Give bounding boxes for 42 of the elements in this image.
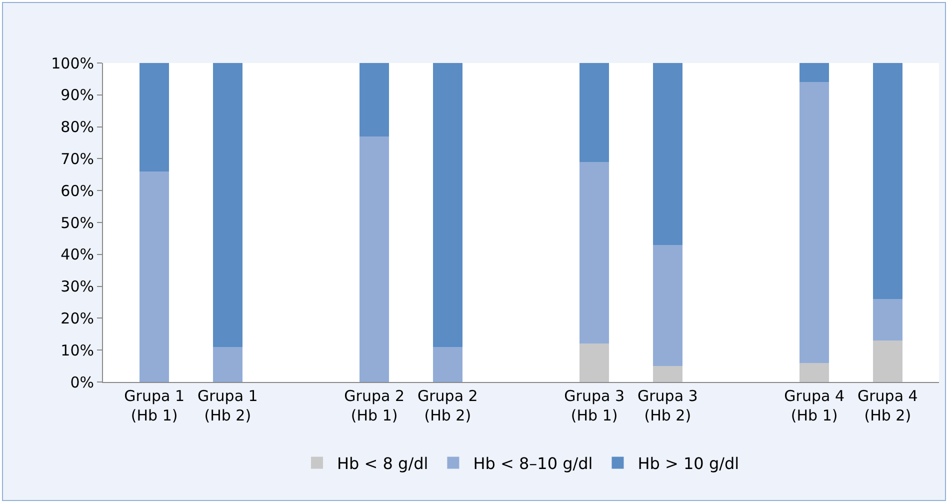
bar [800,63,829,82]
bar [360,63,389,136]
x-tick-label: Grupa 1 (Hb 1) [124,387,184,424]
bar [360,136,389,382]
bar [433,346,462,382]
y-tick-label: 70% [60,150,94,168]
bar [873,340,902,382]
y-tick-label: 80% [60,118,94,136]
x-tick-label: Grupa 3 (Hb 1) [564,387,624,424]
bar [800,362,829,382]
bar [873,299,902,341]
legend-label: Hb < 8 g/dl [337,454,428,473]
x-tick-label: Grupa 2 (Hb 2) [418,387,478,424]
x-tick-label: Grupa 4 (Hb 2) [858,387,918,424]
bar [580,162,609,344]
bar [653,244,682,366]
x-tick-label: Grupa 1 (Hb 2) [198,387,258,424]
y-tick-label: 40% [60,246,94,264]
bar [213,63,242,347]
bar [140,171,169,382]
y-tick-label: 10% [60,341,94,360]
bar [653,366,682,382]
y-tick-label: 30% [60,278,94,296]
y-tick-label: 20% [60,309,94,328]
bar [800,82,829,363]
legend-label: Hb < 8–10 g/dl [473,454,593,473]
y-tick-label: 60% [60,182,94,200]
y-tick-label: 90% [60,86,94,104]
bar [433,63,462,347]
bar [140,63,169,172]
x-tick-label: Grupa 2 (Hb 1) [344,387,404,424]
x-tick-label: Grupa 3 (Hb 2) [638,387,698,424]
y-tick-label: 100% [51,54,94,72]
bar [580,344,609,382]
x-tick-label: Grupa 4 (Hb 1) [784,387,844,424]
bar [213,346,242,382]
legend-label: Hb > 10 g/dl [638,454,740,473]
bar [653,63,682,245]
y-tick-label: 0% [70,373,94,392]
bar [873,63,902,300]
y-tick-label: 50% [60,214,94,232]
bar [580,63,609,162]
